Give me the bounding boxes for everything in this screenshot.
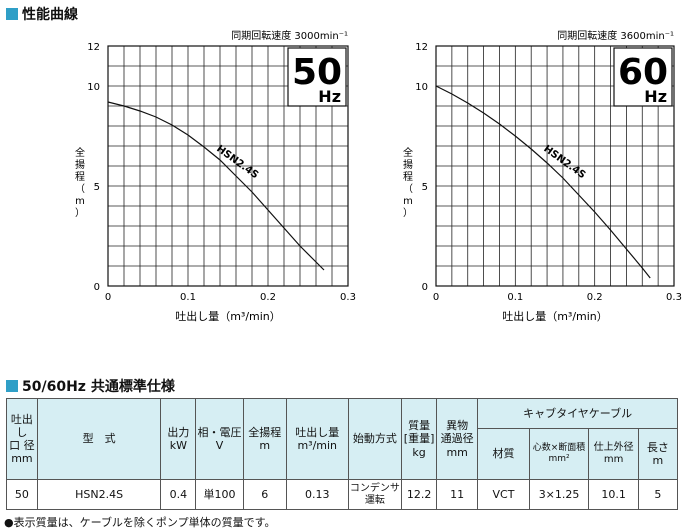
header-cable-cores: 心数×断面積 mm² <box>528 428 590 480</box>
x-tick-label: 0.2 <box>260 292 276 303</box>
series-label: HSN2.4S <box>214 144 260 182</box>
y-tick-label: 5 <box>422 182 428 193</box>
y-tick-label: 10 <box>87 82 100 93</box>
rotation-speed-label: 同期回転速度 3600min⁻¹ <box>557 29 674 42</box>
y-tick-label: 5 <box>94 182 100 193</box>
y-tick-label: 0 <box>94 282 100 293</box>
section-square-icon <box>6 380 18 392</box>
cell-bore: 50 <box>6 479 38 510</box>
curve-section-heading: 性能曲線 <box>6 4 78 24</box>
cell-flow: 0.13 <box>285 479 349 510</box>
curve-section-title: 性能曲線 <box>22 7 78 23</box>
cell-model: HSN2.4S <box>36 479 162 510</box>
header-start: 始動方式 <box>347 398 403 480</box>
x-axis-label: 吐出し量（m³/min） <box>175 309 281 323</box>
frequency-value: 50 <box>292 52 342 93</box>
x-tick-label: 0 <box>105 292 111 303</box>
header-flow: 吐出し量 m³/min <box>285 398 349 480</box>
performance-curve <box>435 85 651 279</box>
series-label: HSN2.4S <box>541 144 587 182</box>
rotation-speed-label: 同期回転速度 3000min⁻¹ <box>231 29 348 42</box>
x-tick-label: 0.3 <box>340 292 356 303</box>
frequency-box <box>613 47 673 107</box>
cell-cable-material: VCT <box>477 479 530 510</box>
frequency-unit: Hz <box>644 87 667 106</box>
section-square-icon <box>6 8 18 20</box>
x-tick-label: 0 <box>433 292 439 303</box>
cell-cable-od: 10.1 <box>588 479 639 510</box>
header-output: 出力 kW <box>160 398 197 480</box>
header-mass: 質量 [重量] kg <box>401 398 438 480</box>
header-cable-od: 仕上外径 mm <box>588 428 639 480</box>
cell-output: 0.4 <box>160 479 197 510</box>
y-tick-label: 0 <box>422 282 428 293</box>
x-tick-label: 0.2 <box>587 292 603 303</box>
cell-start: コンデンサ 運転 <box>347 479 403 510</box>
y-tick-label: 10 <box>415 82 428 93</box>
header-bore: 吐出し 口 径 mm <box>6 398 38 480</box>
cell-head: 6 <box>242 479 287 510</box>
spec-section-title: 50/60Hz 共通標準仕様 <box>22 379 175 395</box>
header-solids: 異物 通過径 mm <box>436 398 479 480</box>
frequency-box <box>287 47 347 107</box>
x-tick-label: 0.1 <box>507 292 523 303</box>
performance-curve <box>107 101 325 271</box>
x-tick-label: 0.1 <box>180 292 196 303</box>
plot-frame <box>107 45 349 287</box>
cell-cable-cores: 3×1.25 <box>528 479 590 510</box>
header-cable-length: 長さ m <box>637 428 679 480</box>
spec-table: 吐出し 口 径 mm 型 式 出力 kW 相・電圧 V 全揚程 m 吐出し量 m… <box>6 398 679 510</box>
header-head: 全揚程 m <box>242 398 287 480</box>
y-axis-label: 全揚程（ m） <box>75 146 85 219</box>
y-axis-label: 全揚程（ m） <box>403 146 413 219</box>
header-model: 型 式 <box>36 398 162 480</box>
y-tick-label: 12 <box>415 42 428 53</box>
header-cable: キャブタイヤケーブル <box>477 398 678 429</box>
frequency-value: 60 <box>618 52 668 93</box>
spec-section-heading: 50/60Hz 共通標準仕様 <box>6 376 175 396</box>
cell-phase-voltage: 単100 <box>195 479 244 510</box>
header-cable-material: 材質 <box>477 428 530 480</box>
cell-cable-length: 5 <box>637 479 679 510</box>
x-axis-label: 吐出し量（m³/min） <box>502 309 608 323</box>
cell-mass: 12.2 <box>401 479 438 510</box>
y-tick-label: 12 <box>87 42 100 53</box>
frequency-unit: Hz <box>318 87 341 106</box>
performance-chart-60hz: 同期回転速度 3600min⁻¹ 60Hz 0 5 10 12 0 0.1 0.2 0.3 全揚程（… <box>403 29 682 323</box>
footnote: ●表示質量は、ケーブルを除くポンプ単体の質量です。 <box>4 516 276 529</box>
header-phase-voltage: 相・電圧 V <box>195 398 244 480</box>
plot-frame <box>435 45 675 287</box>
x-tick-label: 0.3 <box>666 292 682 303</box>
cell-solids: 11 <box>436 479 479 510</box>
